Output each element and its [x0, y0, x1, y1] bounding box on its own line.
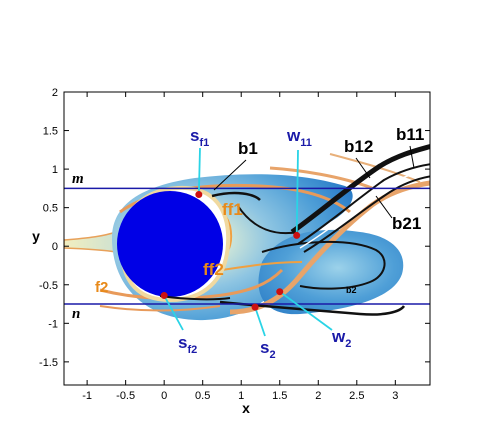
y-tick-label: 0.5: [43, 203, 58, 215]
x-tick-label: 0.5: [195, 390, 210, 402]
label-b11: b11: [396, 125, 424, 144]
x-tick-label: -0.5: [116, 390, 135, 402]
label-b21: b21: [392, 214, 421, 233]
label-sf2: sf2: [178, 333, 197, 356]
label-s2: s2: [260, 338, 276, 361]
leader-line: [163, 295, 184, 331]
lower-vortex-lobe: [258, 229, 404, 315]
y-tick-label: 2: [52, 87, 58, 99]
reference-lines: [64, 187, 430, 305]
marker-s2: [251, 303, 259, 311]
label-m: m: [72, 171, 84, 187]
shear-layer-upper: [269, 166, 373, 190]
label-b1: b1: [238, 139, 258, 158]
x-axis-label: x: [242, 400, 250, 416]
x-tick-label: -1: [82, 390, 92, 402]
leader-line: [279, 290, 333, 331]
x-tick-label: 1: [238, 390, 244, 402]
vortex-sheet-b11: [290, 143, 430, 235]
shear-layer-outer: [229, 180, 430, 315]
leader-line: [295, 149, 299, 236]
arrow-b11: [409, 145, 415, 169]
y-tick-label: 1: [52, 164, 58, 176]
annotations: sf1 w11 sf2 s2 w2 b1 b11 b12 b21 b2 ff1 ff2 f2 m n: [72, 125, 424, 361]
marker-w2: [276, 288, 284, 296]
y-tick-label: 1.5: [43, 126, 58, 138]
label-ff2: ff2: [203, 260, 224, 279]
leader-line: [197, 147, 201, 195]
vortex-sheet-b1: [211, 191, 261, 201]
y-axis-label: y: [32, 228, 40, 244]
shear-layer-f2: [99, 268, 284, 300]
marker-sf2: [160, 292, 168, 300]
vortex-sheet-b2-lower: [219, 300, 406, 316]
shear-layer-lower-left: [99, 305, 221, 312]
axes: -1 -0.5 0 0.5 1 1.5 2 2.5 3 -1.5 -1 -0.5 0 0.5 1 1.5 2: [39, 87, 430, 402]
label-sf1: sf1: [190, 126, 209, 149]
marker-sf1: [195, 191, 203, 199]
vortex-sheet-bottom: [159, 295, 231, 301]
arrow-b21: [375, 195, 393, 219]
cylinder: [117, 191, 223, 297]
label-f2: f2: [95, 279, 108, 296]
vortex-sheet-b2: [261, 240, 386, 290]
wake-sheet: [64, 230, 117, 253]
vortex-sheet-b1-core: [237, 205, 299, 235]
x-tick-label: 2.5: [349, 390, 364, 402]
vortex-sheet-b12: [297, 163, 430, 245]
y-tick-label: -0.5: [39, 280, 58, 292]
x-tick-label: 1.5: [272, 390, 287, 402]
x-tick-label: 3: [392, 390, 398, 402]
label-ff1: ff1: [222, 200, 243, 219]
x-tick-label: 0: [161, 390, 167, 402]
plot-frame: [63, 91, 431, 386]
label-b12: b12: [344, 137, 373, 156]
leader-line: [254, 306, 266, 337]
arrow-b1: [213, 159, 247, 191]
flow-field: [64, 143, 430, 321]
marker-w11: [293, 231, 301, 239]
vortex-sheet-b21: [303, 175, 430, 253]
label-b2: b2: [346, 285, 357, 295]
label-n: n: [72, 306, 80, 322]
arrow-b12: [355, 157, 371, 179]
y-tick-label: 0: [52, 241, 58, 253]
y-tick-label: -1.5: [39, 357, 58, 369]
y-tick-label: -1: [48, 318, 58, 330]
x-tick-label: 2: [315, 390, 321, 402]
label-w2: w2: [331, 327, 351, 350]
label-w11: w11: [286, 126, 312, 149]
